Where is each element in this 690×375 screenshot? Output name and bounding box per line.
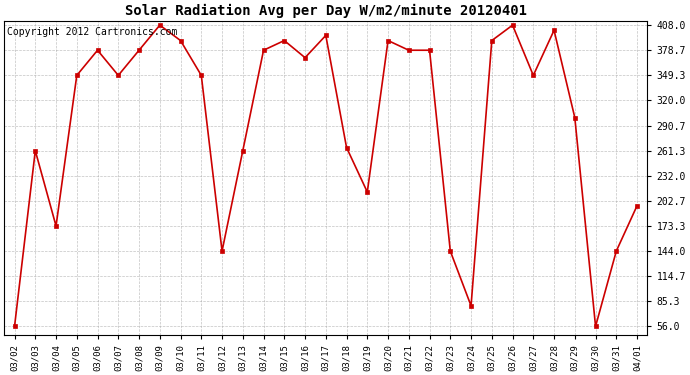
Text: Copyright 2012 Cartronics.com: Copyright 2012 Cartronics.com [8,27,178,37]
Title: Solar Radiation Avg per Day W/m2/minute 20120401: Solar Radiation Avg per Day W/m2/minute … [125,4,526,18]
